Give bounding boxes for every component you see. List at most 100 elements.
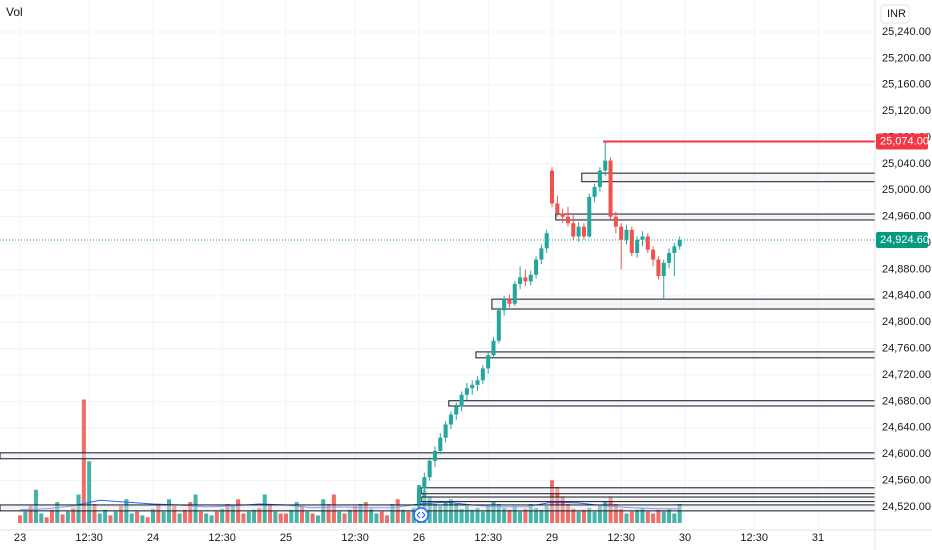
volume-bar [571, 508, 576, 523]
candle-body [677, 240, 682, 247]
y-tick-label: 25,040.00 [882, 158, 931, 170]
volume-ma-line [19, 499, 680, 511]
candle-body [534, 259, 539, 275]
volume-bar [326, 504, 331, 523]
candle-body [422, 477, 427, 489]
x-tick-label: 30 [679, 532, 691, 544]
volume-bar [475, 507, 480, 523]
candle-body [502, 299, 507, 311]
candle-body [544, 233, 549, 249]
volume-bar [198, 511, 203, 523]
candle-body [560, 213, 565, 217]
y-tick-label: 24,960.00 [882, 211, 931, 223]
volume-bar [140, 515, 145, 523]
y-tick-label: 25,240.00 [882, 26, 931, 38]
volume-label: Vol [6, 5, 23, 19]
price-badge [876, 232, 928, 249]
price-badge-label: 24,924.60 [880, 234, 929, 246]
volume-bar [358, 504, 363, 523]
volume-bar [624, 513, 629, 523]
volume-bar [65, 511, 70, 523]
volume-bar [193, 494, 198, 523]
x-tick-label: 25 [280, 532, 292, 544]
volume-bar [438, 505, 443, 523]
grid-layer [0, 0, 875, 530]
volume-bar [560, 496, 565, 523]
candle-body [459, 394, 464, 407]
volume-bar [672, 513, 677, 523]
volume-bar [470, 509, 475, 523]
candle-body [581, 226, 586, 237]
volume-bar [257, 507, 262, 523]
volume-bar [454, 504, 459, 523]
volume-bar [337, 511, 342, 523]
volume-bar [502, 507, 507, 523]
y-tick-label: 24,640.00 [882, 422, 931, 434]
candle-body [629, 229, 634, 253]
volume-bar [220, 508, 225, 523]
volume-bar [23, 511, 28, 523]
volume-bar [603, 502, 608, 523]
volume-bar [480, 511, 485, 523]
volume-bar [294, 502, 299, 523]
volume-bar [401, 509, 406, 523]
volume-bar [507, 509, 512, 523]
volume-bar [342, 513, 347, 523]
volume-bar [17, 515, 23, 523]
x-tick-label: 12:30 [607, 532, 635, 544]
candle-body [448, 414, 453, 425]
currency-label[interactable]: INR [887, 8, 906, 20]
volume-bar [28, 505, 33, 523]
volume-bar [268, 504, 273, 523]
x-tick-label: 12:30 [208, 532, 236, 544]
volume-bar [129, 513, 134, 523]
candle-body [475, 380, 480, 385]
volume-bar [55, 502, 60, 523]
price-badge-label: 25,074.00 [880, 135, 929, 147]
y-tick-label: 24,680.00 [882, 395, 931, 407]
volume-bar [629, 511, 634, 523]
candle-body [438, 437, 443, 451]
candle-body [507, 299, 512, 304]
volume-bar [363, 502, 368, 523]
candle-body [635, 239, 640, 253]
y-tick-label: 25,120.00 [882, 105, 931, 117]
volume-bar [177, 513, 182, 523]
volume-bar [273, 511, 278, 523]
candle-body [597, 170, 602, 188]
volume-bar [113, 511, 118, 523]
candle-body [565, 216, 570, 224]
y-tick-label: 25,000.00 [882, 184, 931, 196]
candle-body [528, 274, 533, 282]
volume-bar [283, 513, 289, 523]
volume-bar [182, 509, 187, 523]
volume-bar [464, 505, 469, 523]
volume-bar [81, 399, 86, 523]
candle-body [613, 216, 618, 227]
volume-bar [108, 515, 113, 523]
price-badge [876, 133, 928, 150]
volume-bar [97, 513, 102, 523]
zone-box [0, 452, 875, 460]
candle-body [486, 355, 491, 369]
x-tick-label: 12:30 [75, 532, 103, 544]
zone-box [555, 213, 875, 221]
x-tick-label: 24 [147, 532, 159, 544]
currency-box[interactable] [880, 4, 910, 24]
volume-bar [390, 504, 395, 523]
candle-body [443, 424, 448, 438]
candle-body [624, 229, 629, 240]
volume-bar [246, 511, 251, 523]
candle-body [651, 249, 656, 260]
volume-bar [432, 504, 437, 523]
volume-bar [204, 513, 209, 523]
zone-box [448, 400, 875, 407]
volume-bar [156, 504, 161, 523]
zone-box [475, 351, 875, 359]
volume-bar [486, 505, 491, 523]
x-tick-label: 26 [413, 532, 425, 544]
candle-body [661, 262, 666, 277]
axis-layer: 24,520.00 24,560.00 24,600.00 24,640.00 24,6… [14, 26, 931, 544]
x-tick-label: 12:30 [474, 532, 502, 544]
